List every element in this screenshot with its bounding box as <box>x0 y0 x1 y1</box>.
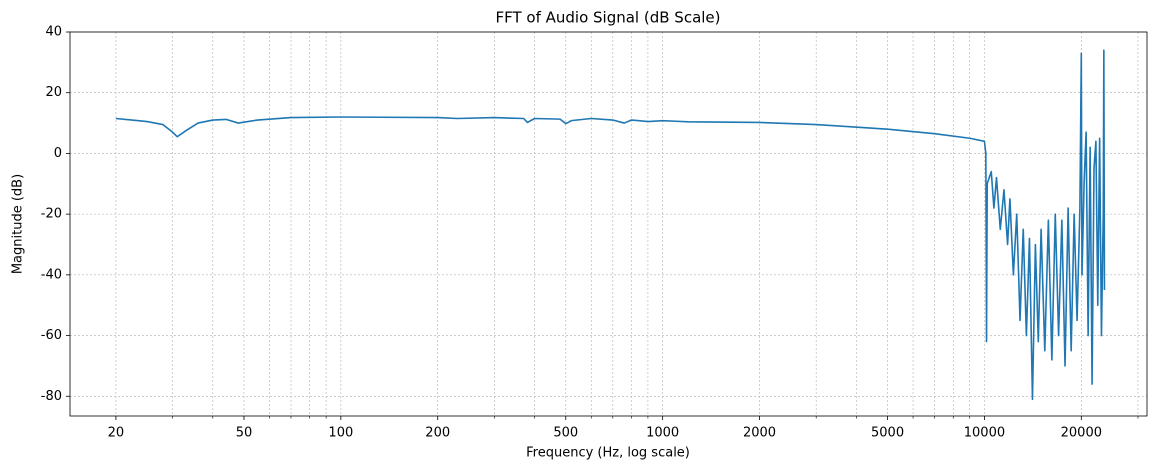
x-tick-label: 1000 <box>646 426 679 441</box>
x-tick-label: 20000 <box>1061 426 1102 441</box>
y-tick-label: -20 <box>41 207 62 222</box>
line-series <box>115 49 1106 401</box>
x-tick-label: 5000 <box>871 426 904 441</box>
y-tick-label: -60 <box>41 328 62 343</box>
x-tick-label: 100 <box>328 426 353 441</box>
x-axis-label: Frequency (Hz, log scale) <box>526 446 690 461</box>
y-tick-label: 40 <box>45 25 62 40</box>
x-tick-label: 200 <box>425 426 450 441</box>
y-axis-label: Magnitude (dB) <box>11 174 26 274</box>
y-tick-label: -40 <box>41 267 62 282</box>
axes: 20 50 100 200 500 1000 2000 5000 10000 20000-80-6… <box>41 25 1148 441</box>
x-tick-label: 20 <box>108 426 125 441</box>
x-tick-label: 2000 <box>743 426 776 441</box>
x-tick-label: 10000 <box>964 426 1005 441</box>
y-tick-label: 20 <box>45 85 62 100</box>
plot-area <box>70 32 1147 416</box>
x-tick-label: 500 <box>553 426 578 441</box>
marks <box>115 49 1106 401</box>
chart-title: FFT of Audio Signal (dB Scale) <box>495 9 720 27</box>
y-tick-label: -80 <box>41 389 62 404</box>
plot-frame <box>69 31 1148 417</box>
y-tick-label: 0 <box>54 146 62 161</box>
grid <box>70 31 1147 416</box>
x-tick-label: 50 <box>236 426 253 441</box>
